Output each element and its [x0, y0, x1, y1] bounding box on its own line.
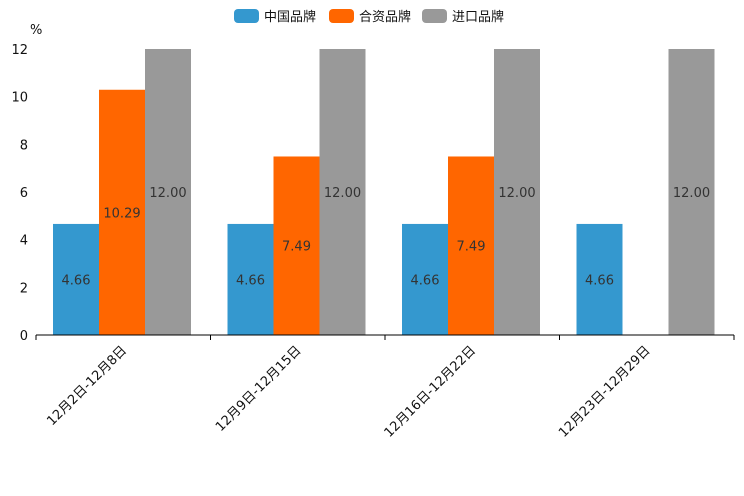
legend-swatch-2: [422, 9, 447, 23]
x-tick-label-3: 12月23日-12月29日: [556, 343, 653, 440]
data-label-0-3: 4.66: [585, 273, 614, 288]
bar-1-1: [273, 156, 320, 335]
data-label-1-0: 10.29: [103, 206, 140, 221]
bar-0-1: [227, 223, 274, 335]
y-tick-label-1: 2: [20, 281, 28, 296]
y-tick-label-0: 0: [20, 329, 28, 344]
y-tick-label-5: 10: [11, 91, 28, 106]
y-tick-label-2: 4: [20, 234, 28, 249]
x-tick-label-0: 12月2日-12月8日: [44, 343, 130, 429]
data-label-2-3: 12.00: [673, 186, 710, 201]
legend-label-0: 中国品牌: [264, 9, 316, 25]
bars: 4.66 10.29 12.00 4.66 7.49 12.00 4.66 7.49 12.00…: [53, 49, 715, 335]
data-label-1-2: 7.49: [457, 240, 486, 255]
data-label-1-1: 7.49: [282, 240, 311, 255]
bar-1-0: [99, 89, 145, 335]
legend-label-1: 合资品牌: [359, 9, 411, 25]
x-tick-label-2: 12月16日-12月22日: [382, 343, 479, 440]
data-label-2-1: 12.00: [324, 186, 361, 201]
data-label-0-2: 4.66: [411, 273, 440, 288]
data-label-0-1: 4.66: [236, 273, 265, 288]
data-label-2-2: 12.00: [498, 186, 535, 201]
bar-2-0: [145, 49, 191, 335]
legend-label-2: 进口品牌: [452, 9, 504, 25]
bar-0-3: [576, 223, 623, 335]
legend-swatch-0: [234, 9, 259, 23]
bar-0-0: [53, 223, 99, 335]
y-tick-label-6: 12: [11, 43, 28, 58]
bar-1-2: [448, 156, 494, 335]
bar-2-2: [494, 49, 540, 335]
x-axis: 12月2日-12月8日 12月9日-12月15日 12月16日-12月22日 12月2…: [35, 334, 735, 441]
y-axis: 0 2 4 6 8 10 12: [11, 43, 28, 344]
legend: 中国品牌 合资品牌 进口品牌: [234, 9, 504, 25]
y-tick-label-4: 8: [20, 138, 28, 153]
data-label-2-0: 12.00: [149, 186, 186, 201]
bar-2-1: [319, 49, 366, 335]
y-axis-unit: %: [30, 23, 42, 38]
bar-2-3: [668, 49, 715, 335]
legend-swatch-1: [329, 9, 354, 23]
data-label-0-0: 4.66: [62, 273, 91, 288]
y-tick-label-3: 6: [20, 186, 28, 201]
bar-0-2: [402, 223, 448, 335]
x-tick-label-1: 12月9日-12月15日: [213, 343, 305, 435]
